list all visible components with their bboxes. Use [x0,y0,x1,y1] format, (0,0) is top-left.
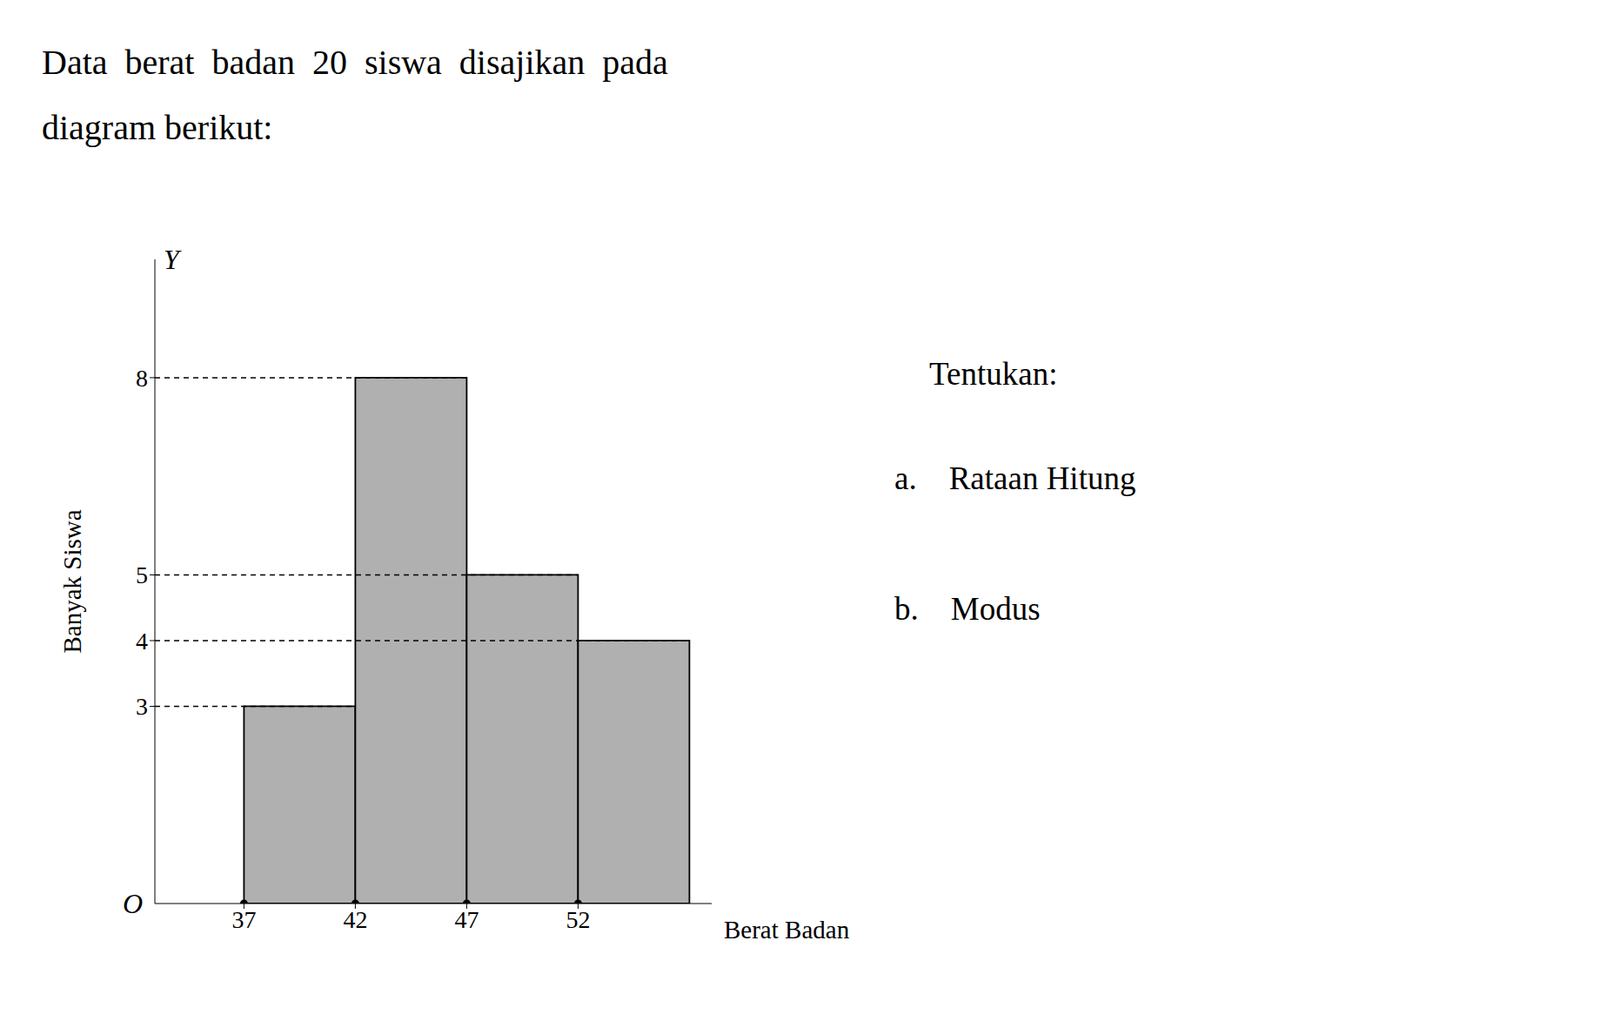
html-text:b. Modus: b. Modus [894,590,1041,627]
html-text:Data berat badan 20 siswa disa: Data berat badan 20 siswa disajikan pada [41,42,669,82]
svg-text:O: O [122,887,143,919]
html-text:Tentukan:: Tentukan: [929,355,1058,392]
svg-text:Y: Y [163,243,182,275]
svg-text:42: 42 [342,905,368,933]
svg-text:Banyak Siswa: Banyak Siswa [58,508,87,653]
svg-text:5: 5 [135,561,148,589]
svg-text:47: 47 [454,905,479,933]
svg-text:3: 3 [135,692,148,720]
svg-text:8: 8 [135,364,148,392]
html-text:a. Rataan Hitung: a. Rataan Hitung [894,460,1136,496]
svg-text:37: 37 [231,905,256,933]
svg-text:Berat Badan: Berat Badan [723,915,851,944]
html-text:diagram berikut:: diagram berikut: [41,107,273,148]
svg-text:52: 52 [565,905,590,933]
svg-text:4: 4 [135,627,148,655]
